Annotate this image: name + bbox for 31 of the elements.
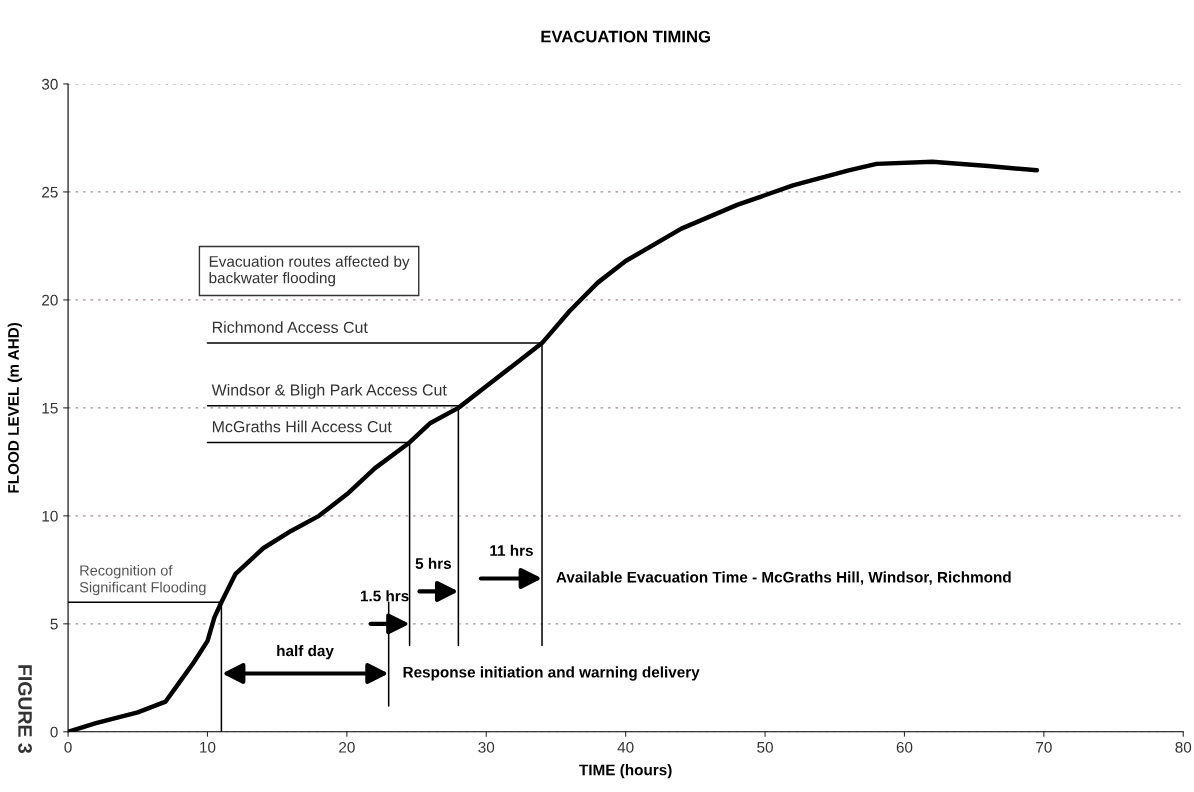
annotation: 11 hrs	[490, 544, 533, 557]
x-axis-title: TIME (hours)	[579, 764, 672, 779]
annotation: 1.5 hrs	[360, 590, 409, 602]
x-tick-label: 0	[64, 741, 72, 753]
y-axis-title: FLOOD LEVEL (m AHD)	[7, 322, 22, 493]
chart-title: EVACUATION TIMING	[541, 30, 710, 43]
annotation: half day	[277, 645, 334, 660]
x-tick-label: 70	[1036, 741, 1052, 753]
y-tick-label: 20	[42, 294, 58, 306]
annotation: Evacuation routes affected by backwater flooding	[209, 255, 410, 287]
y-tick-label: 30	[41, 78, 58, 90]
annotation: Available Evacuation Time - McGraths Hill, Windsor, Richmond	[556, 571, 1011, 585]
x-tick-label: 50	[757, 741, 773, 753]
annotation: Response initiation and warning delivery	[403, 666, 700, 681]
y-tick-label: 25	[42, 186, 58, 198]
annotation: Windsor & Bligh Park Access Cut	[211, 383, 447, 399]
annotation: 5 hrs	[415, 557, 452, 569]
y-tick-label: 10	[42, 510, 58, 522]
annotation: Richmond Access Cut	[212, 321, 368, 333]
x-tick-label: 30	[478, 741, 495, 753]
y-tick-label: 5	[50, 618, 58, 630]
caption: FIGURE 3	[18, 665, 32, 753]
x-tick-label: 60	[896, 741, 913, 753]
x-tick-label: 10	[200, 741, 216, 753]
y-tick-label: 15	[42, 402, 58, 414]
y-tick-label: 0	[50, 726, 58, 738]
x-tick-label: 40	[617, 741, 634, 753]
x-tick-label: 80	[1175, 741, 1192, 753]
x-tick-label: 20	[339, 741, 355, 753]
annotation: Recognition of Significant Flooding	[79, 564, 206, 596]
annotation: McGraths Hill Access Cut	[212, 420, 392, 433]
